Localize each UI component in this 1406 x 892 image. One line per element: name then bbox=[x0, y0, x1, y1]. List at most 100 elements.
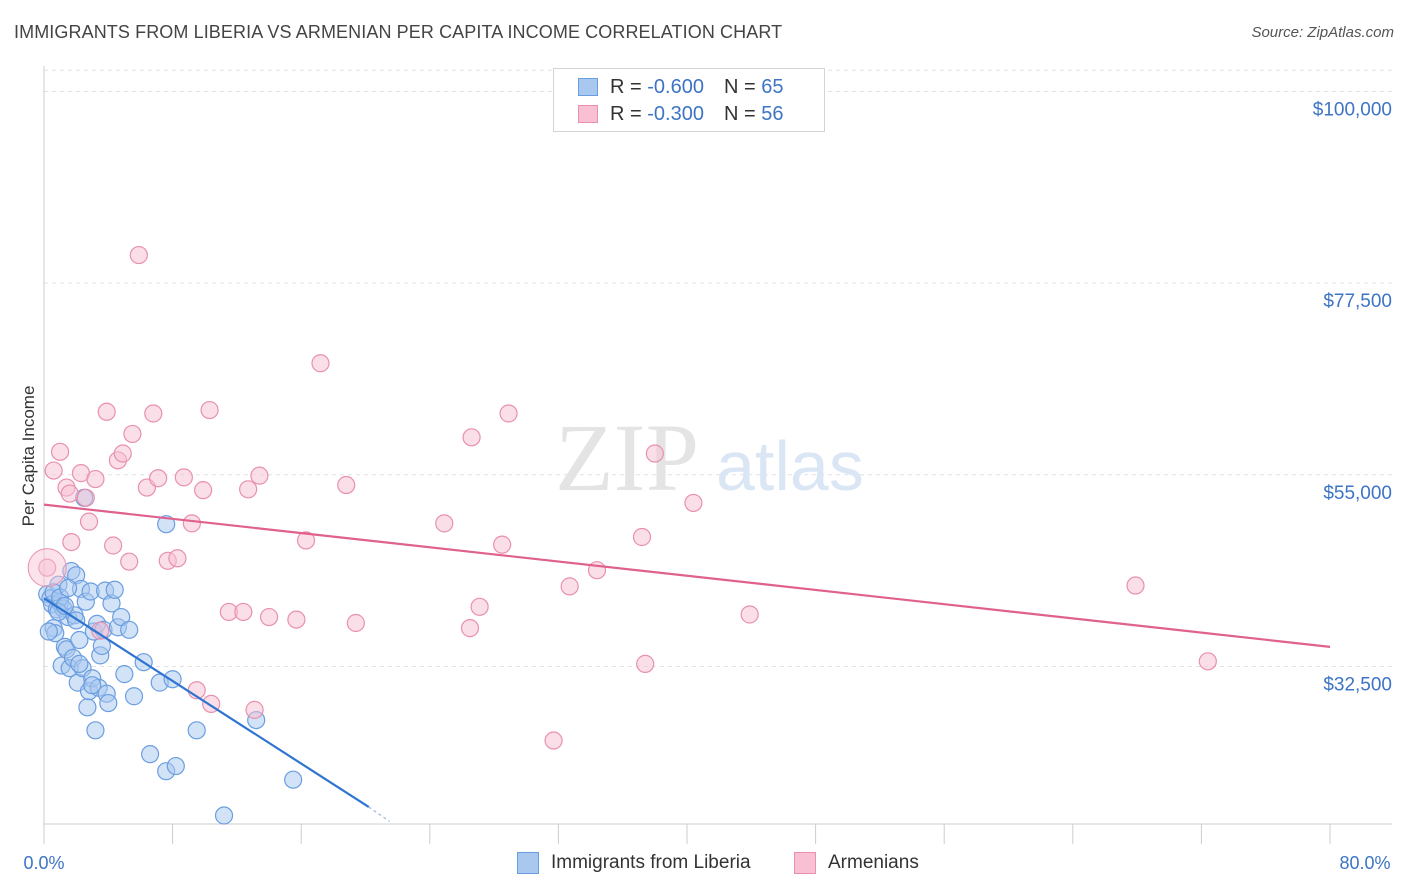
x-tick-label: 80.0% bbox=[1339, 853, 1390, 873]
legend-item-liberia[interactable]: Immigrants from Liberia bbox=[517, 852, 751, 874]
trend-lines bbox=[43, 503, 1331, 822]
data-point bbox=[632, 527, 652, 547]
data-point bbox=[200, 400, 219, 420]
trend-line-liberia bbox=[43, 597, 370, 808]
data-point bbox=[144, 404, 163, 423]
trend-line-armenians bbox=[43, 503, 1331, 648]
y-tick-label: $55,000 bbox=[1323, 483, 1392, 504]
data-point bbox=[124, 687, 144, 706]
data-point bbox=[182, 514, 201, 533]
data-point bbox=[62, 532, 81, 552]
legend-swatch-armenians bbox=[794, 852, 816, 874]
chart-title: IMMIGRANTS FROM LIBERIA VS ARMENIAN PER … bbox=[14, 22, 783, 42]
data-point bbox=[287, 610, 306, 629]
data-point bbox=[636, 654, 655, 673]
source-credit: Source: ZipAtlas.com bbox=[1251, 24, 1394, 41]
y-tick-label: $100,000 bbox=[1313, 100, 1392, 121]
data-point bbox=[157, 515, 176, 534]
y-axis-title: Per Capita Income bbox=[19, 386, 38, 527]
legend-n-label: N = bbox=[723, 75, 756, 98]
y-tick-label: $77,500 bbox=[1323, 291, 1392, 312]
data-point bbox=[194, 481, 213, 500]
data-point bbox=[346, 613, 365, 633]
data-point bbox=[470, 597, 489, 616]
data-point bbox=[284, 770, 303, 789]
data-point bbox=[112, 607, 131, 627]
data-point bbox=[113, 444, 132, 463]
legend-row-liberia: R = -0.600 N = 65 bbox=[578, 75, 783, 99]
legend-r-label: R = bbox=[610, 75, 642, 98]
data-point bbox=[560, 577, 579, 596]
data-point bbox=[645, 444, 664, 463]
watermark: ZIP atlas bbox=[555, 404, 864, 511]
x-tick-labels: 0.0% 80.0% bbox=[23, 853, 1390, 873]
data-point bbox=[27, 548, 67, 588]
legend-swatch-liberia bbox=[517, 852, 539, 874]
data-point bbox=[234, 602, 253, 622]
data-point bbox=[462, 428, 481, 447]
legend-label-armenians: Armenians bbox=[828, 852, 919, 873]
legend-swatch-liberia bbox=[578, 78, 598, 96]
y-tick-labels: $100,000 $77,500 $55,000 $32,500 bbox=[1313, 100, 1392, 696]
data-point bbox=[174, 468, 193, 487]
legend-label-liberia: Immigrants from Liberia bbox=[551, 852, 751, 873]
data-point bbox=[187, 721, 206, 740]
axes bbox=[43, 66, 1392, 844]
x-tick-label: 0.0% bbox=[23, 853, 64, 873]
data-point bbox=[684, 493, 703, 513]
data-point bbox=[44, 461, 63, 480]
data-point bbox=[91, 621, 110, 640]
data-point bbox=[76, 488, 95, 507]
watermark-zip: ZIP bbox=[555, 404, 699, 511]
correlation-legend: R = -0.600 N = 65 R = -0.300 N = 56 bbox=[553, 68, 825, 132]
data-point bbox=[166, 756, 185, 776]
data-point bbox=[129, 245, 148, 265]
data-point bbox=[140, 745, 160, 764]
data-point bbox=[86, 721, 105, 740]
legend-r-value: -0.600 bbox=[647, 75, 704, 98]
data-point bbox=[120, 552, 139, 571]
legend-r-value: -0.300 bbox=[647, 102, 704, 125]
data-point bbox=[168, 549, 187, 568]
data-point bbox=[250, 466, 269, 485]
data-point bbox=[99, 693, 118, 713]
grid-lines bbox=[44, 69, 1392, 667]
data-point bbox=[499, 404, 518, 423]
data-point bbox=[493, 535, 512, 554]
data-point bbox=[38, 558, 57, 577]
data-point bbox=[337, 475, 356, 495]
data-point bbox=[1198, 652, 1217, 671]
data-point bbox=[97, 402, 116, 421]
data-point bbox=[79, 512, 99, 531]
data-point bbox=[83, 676, 102, 695]
legend-swatch-armenians bbox=[578, 105, 598, 123]
legend-n-value: 56 bbox=[761, 102, 784, 125]
series-liberia-points bbox=[38, 488, 303, 825]
legend-n-label: N = bbox=[723, 102, 756, 125]
data-point bbox=[435, 514, 454, 533]
data-point bbox=[86, 469, 105, 489]
data-point bbox=[105, 580, 124, 599]
data-point bbox=[239, 480, 258, 499]
data-point bbox=[115, 665, 134, 684]
data-point bbox=[70, 630, 89, 650]
data-point bbox=[104, 536, 123, 555]
series-armenians-points bbox=[27, 245, 1217, 750]
data-point bbox=[123, 424, 142, 444]
data-point bbox=[1126, 576, 1145, 595]
legend-r-label: R = bbox=[610, 102, 642, 125]
legend-n-value: 65 bbox=[761, 75, 784, 98]
data-point bbox=[296, 531, 316, 550]
data-point bbox=[59, 578, 78, 598]
data-point bbox=[214, 806, 234, 825]
data-point bbox=[39, 622, 58, 641]
data-point bbox=[311, 354, 330, 373]
data-point bbox=[245, 700, 264, 719]
data-point bbox=[70, 654, 89, 673]
data-point bbox=[149, 469, 168, 488]
data-point bbox=[740, 605, 759, 624]
data-point bbox=[544, 731, 563, 750]
legend-item-armenians[interactable]: Armenians bbox=[794, 852, 919, 874]
legend-row-armenians: R = -0.300 N = 56 bbox=[578, 102, 783, 126]
